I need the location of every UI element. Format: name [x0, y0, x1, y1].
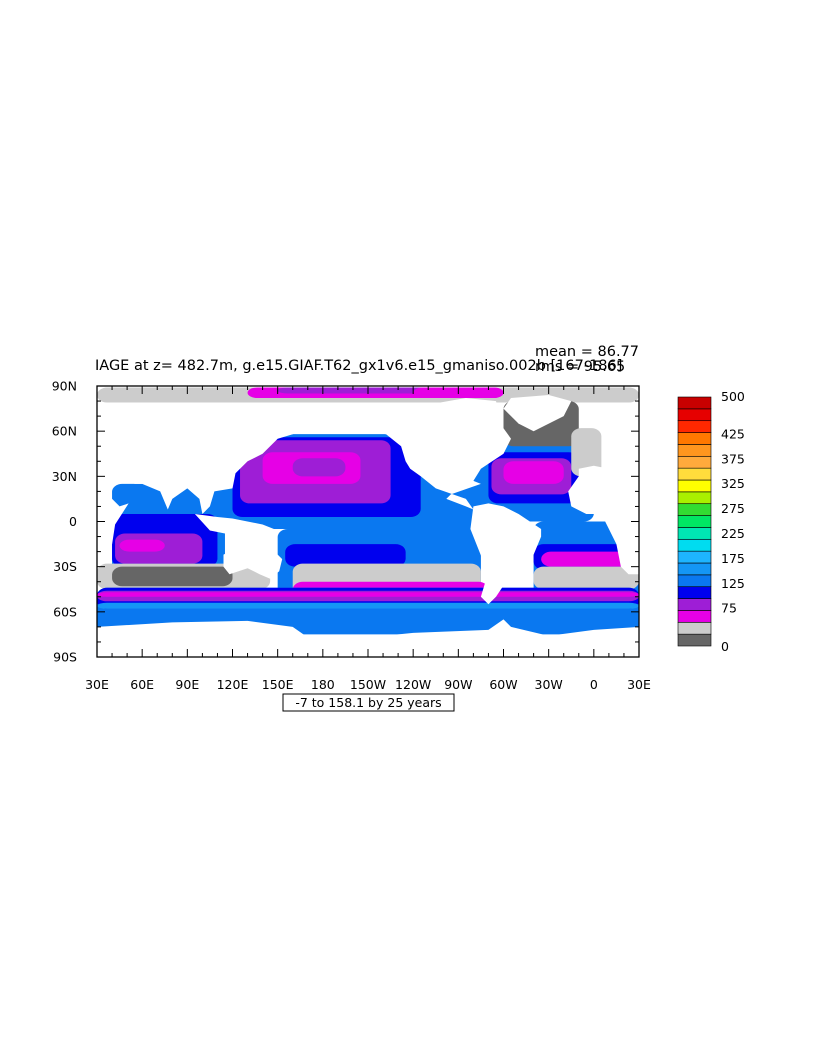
land-antarctica	[97, 619, 639, 657]
y-tick-label: 30S	[53, 559, 77, 574]
colorbar-label: 275	[721, 501, 745, 516]
colorbar-swatch	[677, 562, 712, 576]
land-eurasia	[593, 408, 639, 477]
colorbar-swatch	[677, 444, 712, 457]
north-pacific-band-4	[292, 458, 346, 477]
ocean-region-indian-ocean	[97, 483, 271, 590]
colorbar-swatch	[677, 455, 712, 469]
y-axis-tick-labels: 90N 60N 30N 0 30S 60S 90S	[52, 379, 77, 665]
x-tick-label: 90W	[444, 677, 472, 692]
colorbar-swatch	[677, 420, 712, 433]
colorbar-swatch	[677, 621, 712, 635]
colorbar	[677, 396, 712, 647]
land-greenland	[503, 395, 572, 432]
land-africa-east	[568, 465, 639, 575]
chart-title: IAGE at z= 482.7m, g.e15.GIAF.T62_gx1v6.…	[95, 358, 622, 374]
axis-ticks	[96, 385, 640, 658]
x-tick-label: 120W	[395, 677, 431, 692]
x-tick-label: 120E	[217, 677, 249, 692]
north-atlantic-band-3	[503, 461, 564, 484]
colorbar-swatch	[677, 396, 712, 410]
x-tick-label: 90E	[175, 677, 199, 692]
colorbar-swatch	[677, 574, 712, 588]
colorbar-label: 425	[721, 426, 745, 441]
y-tick-label: 0	[69, 514, 77, 529]
x-tick-label: 60W	[489, 677, 517, 692]
x-tick-label: 30E	[85, 677, 109, 692]
colorbar-label: 500	[721, 389, 745, 404]
colorbar-swatch	[677, 598, 712, 611]
colorbar-swatch	[677, 467, 712, 481]
colorbar-label: 325	[721, 476, 745, 491]
land-north-america	[337, 398, 511, 510]
colorbar-label: 125	[721, 576, 745, 591]
x-tick-label: 60E	[130, 677, 154, 692]
indian-ocean-band-3	[119, 539, 165, 552]
colorbar-swatch	[677, 586, 712, 599]
south-pacific-band-1	[285, 544, 406, 567]
x-tick-label: 150E	[262, 677, 294, 692]
colorbar-label: 175	[721, 551, 745, 566]
southern-ocean-band-3	[97, 592, 639, 597]
colorbar-label: 0	[721, 639, 729, 654]
y-tick-label: 60N	[52, 424, 77, 439]
south-atlantic-band-3	[533, 566, 639, 590]
x-tick-label: 180	[311, 677, 335, 692]
southern-ocean-band-4	[97, 602, 639, 609]
colorbar-swatch	[677, 550, 712, 564]
south-atlantic-band-2	[541, 551, 632, 567]
y-tick-label: 90S	[53, 650, 77, 665]
colorbar-labels: 500 425 375 325 275 225 175 125 75 0	[721, 389, 745, 654]
land-australia	[223, 536, 283, 579]
x-tick-label: 30W	[535, 677, 563, 692]
y-tick-label: 30N	[52, 469, 77, 484]
x-tick-label: 30E	[627, 677, 651, 692]
colorbar-swatch	[677, 491, 712, 505]
colorbar-swatch	[677, 479, 712, 493]
indian-ocean-band-5	[112, 566, 233, 587]
arctic-band-2	[277, 387, 429, 394]
y-tick-label: 90N	[52, 379, 77, 394]
x-tick-label: 0	[590, 677, 598, 692]
colorbar-swatch	[677, 515, 712, 528]
colorbar-swatch	[677, 527, 712, 540]
rms-stat: rms = 95.65	[535, 359, 625, 375]
north-atlantic-band-5	[571, 428, 602, 477]
colorbar-swatch	[677, 538, 712, 552]
land-africa	[97, 476, 129, 570]
mean-stat: mean = 86.77	[535, 344, 639, 360]
land-maritime	[194, 514, 278, 534]
land-south-america	[470, 503, 542, 605]
ocean-region-north-pacific	[217, 434, 481, 530]
colorbar-swatch	[677, 408, 712, 422]
y-tick-label: 60S	[53, 604, 77, 619]
colorbar-swatch	[677, 503, 712, 516]
colorbar-label: 225	[721, 526, 745, 541]
contour-interval-label: -7 to 158.1 by 25 years	[295, 695, 441, 710]
colorbar-swatch	[677, 610, 712, 623]
map-plot-area	[97, 387, 639, 657]
colorbar-label: 375	[721, 451, 745, 466]
colorbar-label: 75	[721, 601, 737, 616]
land-asia	[97, 404, 323, 514]
x-tick-label: 150W	[350, 677, 386, 692]
colorbar-swatch	[677, 633, 712, 647]
colorbar-swatch	[677, 432, 712, 445]
contour-interval-box	[282, 693, 455, 712]
x-axis-tick-labels: 30E 60E 90E 120E 150E 180 150W 120W 90W 60W 30W 0 30…	[85, 677, 651, 692]
